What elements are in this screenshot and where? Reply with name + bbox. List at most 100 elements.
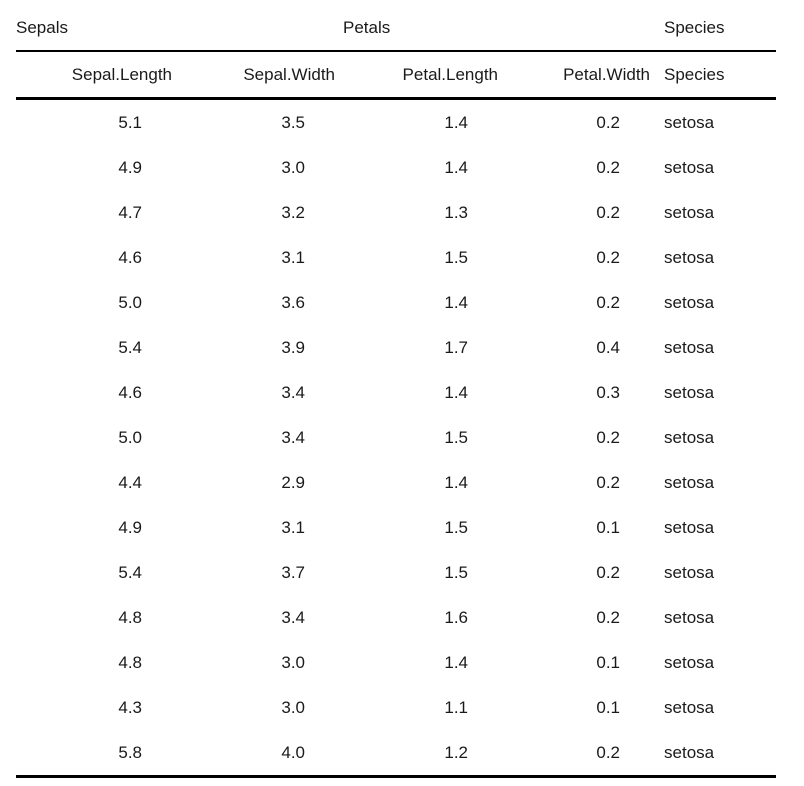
value-cell: 1.5 [444, 517, 469, 537]
species-cell: setosa [664, 742, 715, 762]
value-cell: 0.2 [596, 562, 621, 582]
value-cell: 4.0 [281, 742, 306, 762]
value-cell: 0.2 [596, 247, 621, 267]
value-cell: 0.1 [596, 697, 621, 717]
table-row: 5.0 3.4 1.5 0.2 setosa [16, 415, 776, 460]
value-cell: 1.3 [444, 202, 469, 222]
species-cell: setosa [664, 427, 715, 447]
spanner-species: Species [650, 6, 777, 52]
value-cell: 0.2 [596, 472, 621, 492]
table-row: 5.8 4.0 1.2 0.2 setosa [16, 730, 776, 777]
value-cell: 5.0 [118, 427, 142, 447]
value-cell: 3.0 [281, 157, 306, 177]
species-cell: setosa [664, 247, 715, 267]
value-cell: 2.9 [281, 472, 306, 492]
table-row: 4.9 3.1 1.5 0.1 setosa [16, 505, 776, 550]
value-cell: 1.1 [444, 697, 469, 717]
table-row: 4.4 2.9 1.4 0.2 setosa [16, 460, 776, 505]
value-cell: 3.0 [281, 697, 306, 717]
table-row: 4.3 3.0 1.1 0.1 setosa [16, 685, 776, 730]
spanner-row: Sepals Petals Species [16, 6, 777, 52]
species-cell: setosa [664, 157, 715, 177]
value-cell: 0.2 [596, 427, 621, 447]
value-cell: 0.3 [596, 382, 621, 402]
table-row: 5.0 3.6 1.4 0.2 setosa [16, 280, 776, 325]
value-cell: 1.4 [444, 472, 469, 492]
value-cell: 3.5 [281, 112, 306, 132]
value-cell: 1.4 [444, 382, 469, 402]
value-cell: 1.4 [444, 157, 469, 177]
value-cell: 4.7 [118, 202, 142, 222]
table-row: 5.1 3.5 1.4 0.2 setosa [16, 99, 776, 146]
value-cell: 0.2 [596, 607, 621, 627]
value-cell: 0.2 [596, 292, 621, 312]
value-cell: 4.9 [118, 517, 142, 537]
value-cell: 4.4 [118, 472, 142, 492]
value-cell: 3.6 [281, 292, 306, 312]
table-row: 5.4 3.9 1.7 0.4 setosa [16, 325, 776, 370]
value-cell: 5.1 [118, 112, 142, 132]
value-cell: 4.8 [118, 607, 142, 627]
species-cell: setosa [664, 382, 715, 402]
value-cell: 4.8 [118, 652, 142, 672]
species-cell: setosa [664, 517, 715, 537]
table-row: 4.6 3.4 1.4 0.3 setosa [16, 370, 776, 415]
table-row: 4.7 3.2 1.3 0.2 setosa [16, 190, 776, 235]
spanner-sepals: Sepals [16, 6, 336, 52]
header-row: Sepal.Length Sepal.Width Petal.Length Pe… [16, 51, 777, 100]
value-cell: 4.6 [118, 247, 142, 267]
iris-data-table: Sepals Petals Species Sepal.Length Sepal… [16, 6, 777, 778]
value-cell: 0.1 [596, 652, 621, 672]
value-cell: 0.2 [596, 112, 621, 132]
value-cell: 3.1 [281, 517, 306, 537]
value-cell: 1.4 [444, 112, 469, 132]
value-cell: 4.9 [118, 157, 142, 177]
column-header-sepal-length: Sepal.Length [16, 51, 172, 100]
species-cell: setosa [664, 337, 715, 357]
species-cell: setosa [664, 472, 715, 492]
value-cell: 0.2 [596, 157, 621, 177]
value-cell: 1.4 [444, 652, 469, 672]
value-cell: 4.3 [118, 697, 142, 717]
column-header-petal-width: Petal.Width [498, 51, 651, 100]
species-cell: setosa [664, 112, 715, 132]
value-cell: 1.7 [444, 337, 469, 357]
value-cell: 3.4 [281, 382, 306, 402]
table-row: 4.8 3.0 1.4 0.1 setosa [16, 640, 776, 685]
value-cell: 3.1 [281, 247, 306, 267]
column-header-sepal-width: Sepal.Width [172, 51, 336, 100]
value-cell: 0.4 [596, 337, 621, 357]
species-cell: setosa [664, 607, 715, 627]
table-row: 4.9 3.0 1.4 0.2 setosa [16, 145, 776, 190]
value-cell: 5.4 [118, 562, 142, 582]
value-cell: 3.7 [281, 562, 306, 582]
value-cell: 3.4 [281, 427, 306, 447]
value-cell: 1.5 [444, 562, 469, 582]
species-cell: setosa [664, 697, 715, 717]
value-cell: 0.2 [596, 742, 621, 762]
table-head: Sepals Petals Species Sepal.Length Sepal… [16, 6, 777, 100]
value-cell: 3.9 [281, 337, 306, 357]
species-cell: setosa [664, 652, 715, 672]
value-cell: 1.5 [444, 247, 469, 267]
value-cell: 5.8 [118, 742, 142, 762]
column-header-species: Species [650, 51, 777, 100]
column-header-petal-length: Petal.Length [335, 51, 499, 100]
value-cell: 3.4 [281, 607, 306, 627]
value-cell: 1.5 [444, 427, 469, 447]
table-row: 5.4 3.7 1.5 0.2 setosa [16, 550, 776, 595]
value-cell: 3.0 [281, 652, 306, 672]
value-cell: 0.2 [596, 202, 621, 222]
species-cell: setosa [664, 202, 715, 222]
table-row: 4.6 3.1 1.5 0.2 setosa [16, 235, 776, 280]
value-cell: 5.0 [118, 292, 142, 312]
value-cell: 1.2 [444, 742, 469, 762]
table-body: 5.1 3.5 1.4 0.2 setosa 4.9 3.0 1.4 0.2 setosa 4.7 3… [16, 99, 776, 777]
value-cell: 1.6 [444, 607, 469, 627]
spanner-petals: Petals [335, 6, 651, 52]
value-cell: 5.4 [118, 337, 142, 357]
species-cell: setosa [664, 562, 715, 582]
species-cell: setosa [664, 292, 715, 312]
value-cell: 3.2 [281, 202, 306, 222]
